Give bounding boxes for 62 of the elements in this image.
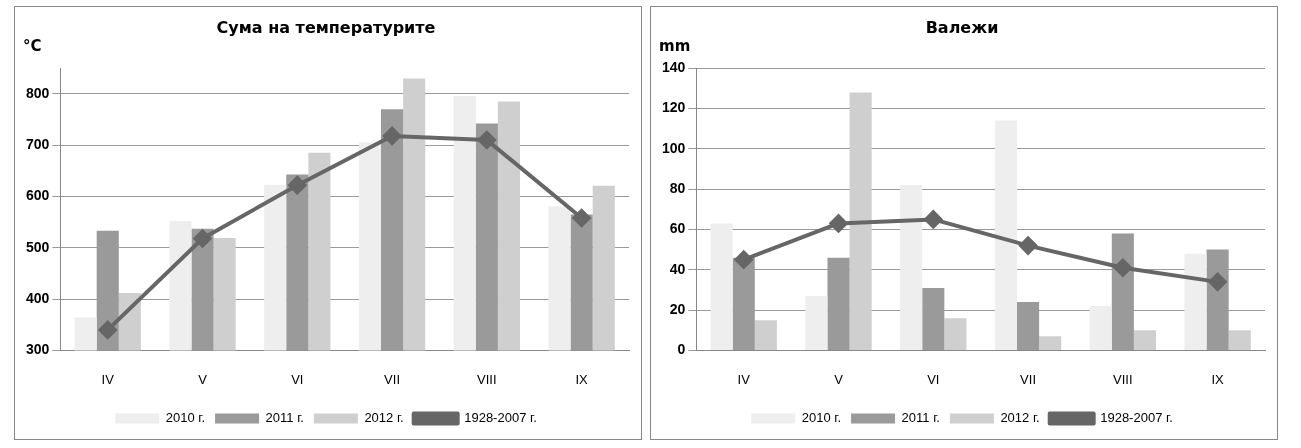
bar xyxy=(710,223,733,350)
x-tick-label: VII xyxy=(1020,371,1037,387)
y-tick-label: 700 xyxy=(26,136,50,153)
bar xyxy=(1184,253,1207,350)
legend-label: 2010 г. xyxy=(165,410,206,426)
y-tick-label: 100 xyxy=(662,139,686,156)
x-tick-label: VIII xyxy=(477,371,497,387)
x-tick-label: IV xyxy=(737,371,751,387)
legend-label: 1928-2007 г. xyxy=(1100,410,1173,426)
y-tick-label: 500 xyxy=(26,238,50,255)
bar xyxy=(944,318,967,350)
x-tick-label: VI xyxy=(291,371,304,387)
point xyxy=(734,250,753,269)
bar xyxy=(994,120,1018,350)
bar xyxy=(754,320,777,350)
point xyxy=(1019,236,1038,255)
bar xyxy=(1228,330,1251,350)
point xyxy=(1208,272,1227,291)
bar xyxy=(900,185,923,350)
y-tick-label: 120 xyxy=(662,99,686,116)
y-tick-label: 300 xyxy=(26,341,50,358)
y-tick-label: 600 xyxy=(26,187,50,204)
bar xyxy=(1089,306,1112,350)
y-tick-label: 800 xyxy=(26,84,50,101)
point xyxy=(98,320,117,339)
point xyxy=(829,214,848,233)
y-axis-title: °C xyxy=(23,36,42,55)
bar xyxy=(1133,330,1157,350)
y-tick-label: 40 xyxy=(669,260,686,277)
point xyxy=(572,209,591,228)
legend-label: 2012 г. xyxy=(1000,410,1040,426)
point xyxy=(383,126,402,145)
y-axis-title: mm xyxy=(659,36,691,55)
x-tick-label: V xyxy=(834,371,844,387)
y-tick-label: 80 xyxy=(669,180,686,196)
point xyxy=(193,229,212,248)
y-tick-label: 60 xyxy=(669,220,686,237)
point xyxy=(1113,258,1132,277)
point xyxy=(477,131,496,150)
legend-label: 2011 г. xyxy=(265,410,304,426)
x-tick-label: VII xyxy=(384,371,401,387)
legend-label: 1928-2007 г. xyxy=(464,410,537,426)
x-tick-label: IX xyxy=(1211,371,1225,387)
bar xyxy=(849,92,872,350)
chart-title: Валежи xyxy=(925,17,999,37)
legend-label: 2010 г. xyxy=(801,410,842,426)
chart-title: Сума на температурите xyxy=(216,17,436,37)
y-tick-label: 20 xyxy=(669,300,686,317)
bar xyxy=(1039,336,1062,350)
bar xyxy=(805,295,828,350)
point xyxy=(288,176,307,195)
x-tick-label: IV xyxy=(101,371,115,387)
y-tick-label: 400 xyxy=(26,289,50,306)
legend-label: 2012 г. xyxy=(364,410,404,426)
x-tick-label: VI xyxy=(927,371,940,387)
x-tick-label: VIII xyxy=(1113,371,1133,387)
x-tick-label: V xyxy=(198,371,208,387)
legend-label: 2011 г. xyxy=(901,410,940,426)
y-tick-label: 0 xyxy=(677,341,686,358)
point xyxy=(924,210,943,229)
y-tick-label: 140 xyxy=(662,59,686,76)
x-tick-label: IX xyxy=(575,371,589,387)
